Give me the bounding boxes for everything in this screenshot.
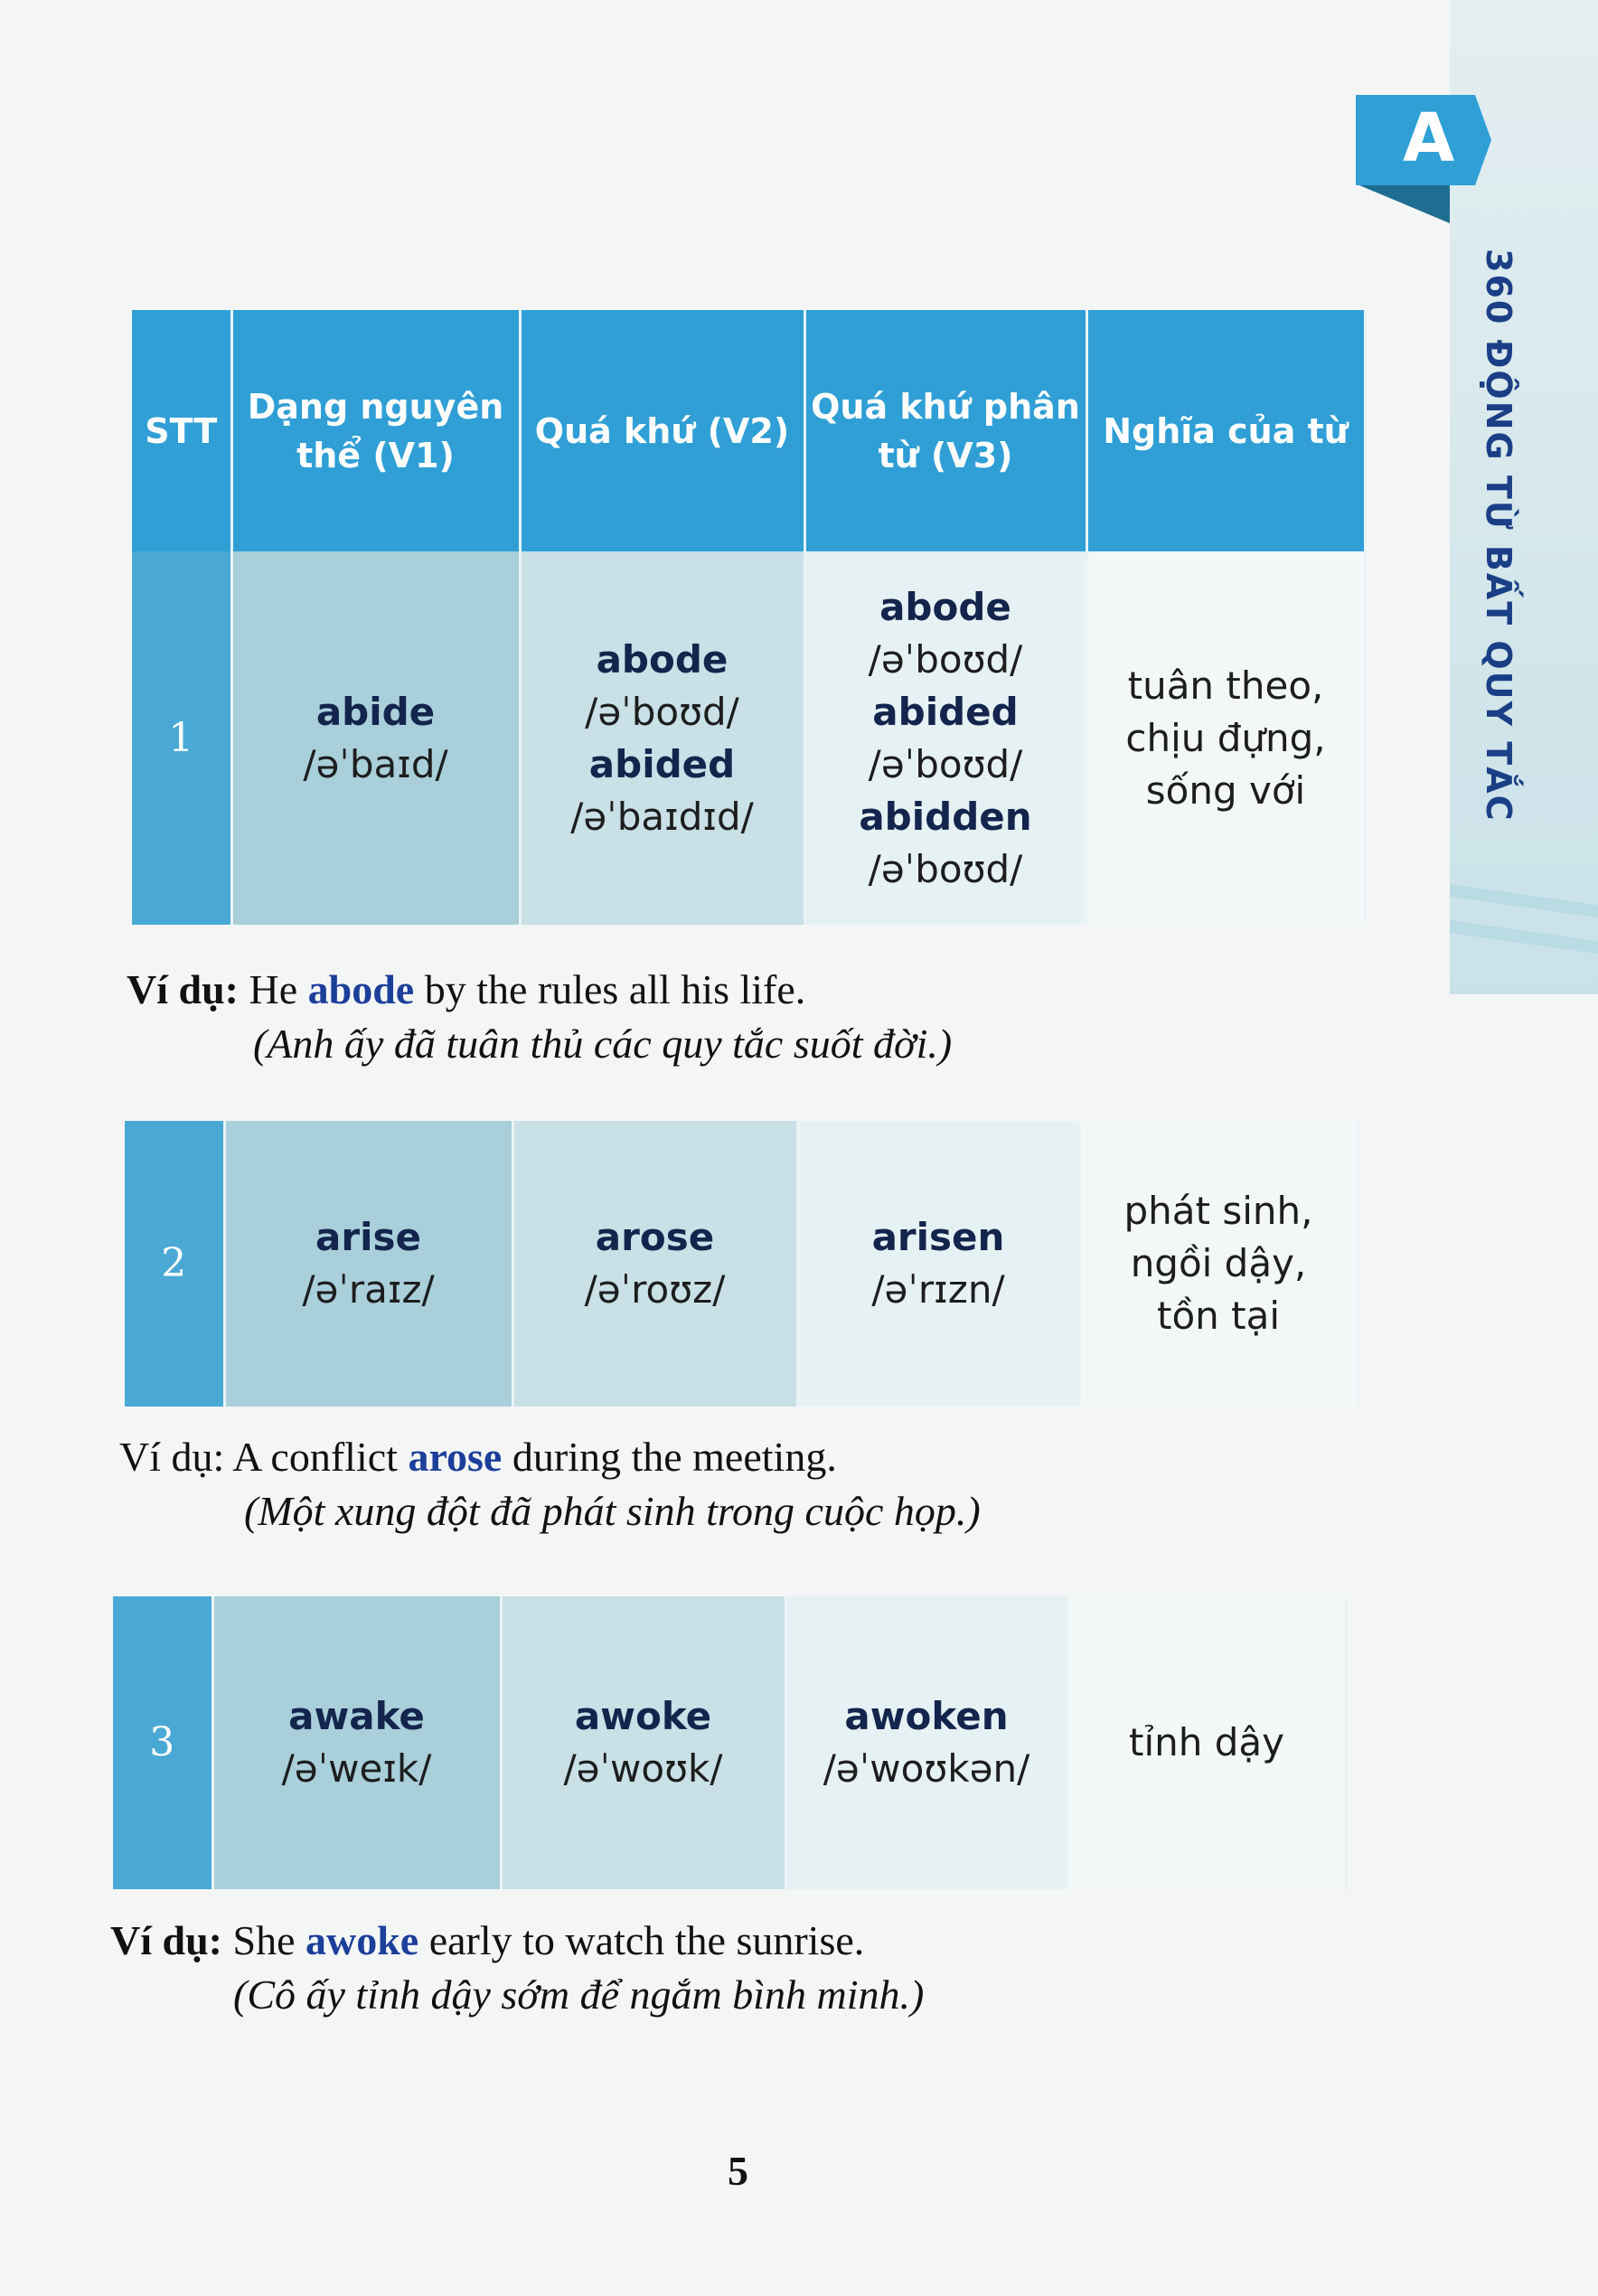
example-sentence: Ví dụ: He abode by the rules all his lif… <box>127 965 805 1013</box>
example-highlight: awoke <box>305 1917 419 1963</box>
meaning-line: sống với <box>1145 767 1306 813</box>
example-translation: (Một xung đột đã phát sinh trong cuộc họ… <box>244 1488 981 1534</box>
header-cell: Nghĩa của từ <box>1086 310 1367 551</box>
header-cell: STT <box>132 310 233 551</box>
v2-cell: arose/əˈroʊz/ <box>512 1121 799 1407</box>
verb-form: arose <box>595 1215 715 1259</box>
book-title: 360 ĐỘNG TỪ BẤT QUY TẮC <box>1479 249 1518 823</box>
row-number: 1 <box>132 551 233 925</box>
example-translation: (Anh ấy đã tuân thủ các quy tắc suốt đời… <box>253 1021 953 1067</box>
meaning-line: tỉnh dậy <box>1129 1720 1284 1764</box>
verb-form: abide <box>315 689 436 734</box>
ipa: /əˈbaɪd/ <box>303 741 448 786</box>
ipa: /əˈboʊd/ <box>585 689 739 734</box>
ipa: /əˈboʊd/ <box>868 636 1023 682</box>
example-sentence: Ví dụ: A conflict arose during the meeti… <box>119 1433 837 1481</box>
chapter-tab-fold <box>1359 185 1450 223</box>
meaning-line: tồn tại <box>1156 1294 1280 1338</box>
example-highlight: abode <box>307 966 415 1012</box>
example-label: Ví dụ: <box>110 1917 222 1963</box>
verb-form: awoken <box>844 1694 1009 1738</box>
example-highlight: arose <box>408 1434 503 1480</box>
v3-cell: abode/əˈboʊd/abided/əˈboʊd/abidden/əˈboʊ… <box>804 551 1088 925</box>
verb-form: abode <box>879 584 1011 629</box>
verb-table-1: STT Dạng nguyên thể (V1) Quá khứ (V2) Quá k… <box>132 310 1367 925</box>
chapter-letter: A <box>1403 99 1455 177</box>
example-before: A conflict <box>232 1434 398 1480</box>
verb-form: abided <box>872 689 1019 734</box>
example-label: Ví dụ: <box>119 1434 225 1480</box>
meaning-line: phát sinh, <box>1123 1189 1313 1233</box>
ipa: /əˈwoʊk/ <box>563 1746 723 1791</box>
ipa: /əˈbaɪdɪd/ <box>570 794 754 839</box>
meaning-line: ngồi dậy, <box>1130 1241 1307 1285</box>
verb-form: arise <box>315 1215 421 1259</box>
example-label: Ví dụ: <box>127 966 239 1012</box>
verb-form: abode <box>596 636 728 682</box>
example-after: early to watch the sunrise. <box>428 1917 865 1963</box>
verb-form: awoke <box>574 1694 712 1738</box>
example-sentence: Ví dụ: She awoke early to watch the sunr… <box>110 1916 864 1964</box>
example-before: He <box>249 966 298 1012</box>
verb-table-2: 2 arise/əˈraɪz/arose/əˈroʊz/arisen/əˈrɪzn… <box>125 1121 1359 1407</box>
row-number: 3 <box>113 1596 214 1889</box>
v1-cell: abide/əˈbaɪd/ <box>231 551 522 925</box>
v2-cell: abode/əˈboʊd/abided/əˈbaɪdɪd/ <box>520 551 806 925</box>
verb-form: abidden <box>859 794 1032 839</box>
ipa: /əˈboʊd/ <box>868 846 1023 891</box>
example-after: during the meeting. <box>512 1434 837 1480</box>
meaning-line: tuân theo, <box>1127 663 1324 708</box>
v1-cell: awake/əˈweɪk/ <box>212 1596 503 1889</box>
example-translation: (Cô ấy tỉnh dậy sớm để ngắm bình minh.) <box>233 1971 925 2018</box>
ipa: /əˈweɪk/ <box>281 1746 432 1791</box>
chapter-tab <box>1356 95 1491 185</box>
ipa: /əˈwoʊkən/ <box>822 1746 1030 1791</box>
verb-form: abided <box>588 741 736 786</box>
v3-cell: arisen/əˈrɪzn/ <box>797 1121 1081 1407</box>
verb-form: awake <box>288 1694 425 1738</box>
verb-table-3: 3 awake/əˈweɪk/awoke/əˈwoʊk/awoken/əˈwoʊk… <box>113 1596 1348 1889</box>
row-number: 2 <box>125 1121 226 1407</box>
meaning-line: chịu đựng, <box>1125 715 1326 760</box>
verb-form: arisen <box>871 1215 1005 1259</box>
ipa: /əˈrɪzn/ <box>871 1267 1005 1312</box>
ipa: /əˈraɪz/ <box>302 1267 435 1312</box>
ipa: /əˈroʊz/ <box>584 1267 726 1312</box>
header-cell: Quá khứ (V2) <box>520 310 806 551</box>
ipa: /əˈboʊd/ <box>868 741 1023 786</box>
meaning-cell: phát sinh, ngồi dậy, tồn tại <box>1079 1121 1359 1407</box>
header-cell: Quá khứ phân từ (V3) <box>804 310 1088 551</box>
meaning-cell: tuân theo, chịu đựng, sống với <box>1086 551 1367 925</box>
example-before: She <box>232 1917 296 1963</box>
meaning-cell: tỉnh dậy <box>1067 1596 1348 1889</box>
page-number: 5 <box>728 2148 748 2194</box>
v1-cell: arise/əˈraɪz/ <box>224 1121 514 1407</box>
header-cell: Dạng nguyên thể (V1) <box>231 310 522 551</box>
v3-cell: awoken/əˈwoʊkən/ <box>785 1596 1069 1889</box>
example-after: by the rules all his life. <box>424 966 806 1012</box>
v2-cell: awoke/əˈwoʊk/ <box>501 1596 787 1889</box>
